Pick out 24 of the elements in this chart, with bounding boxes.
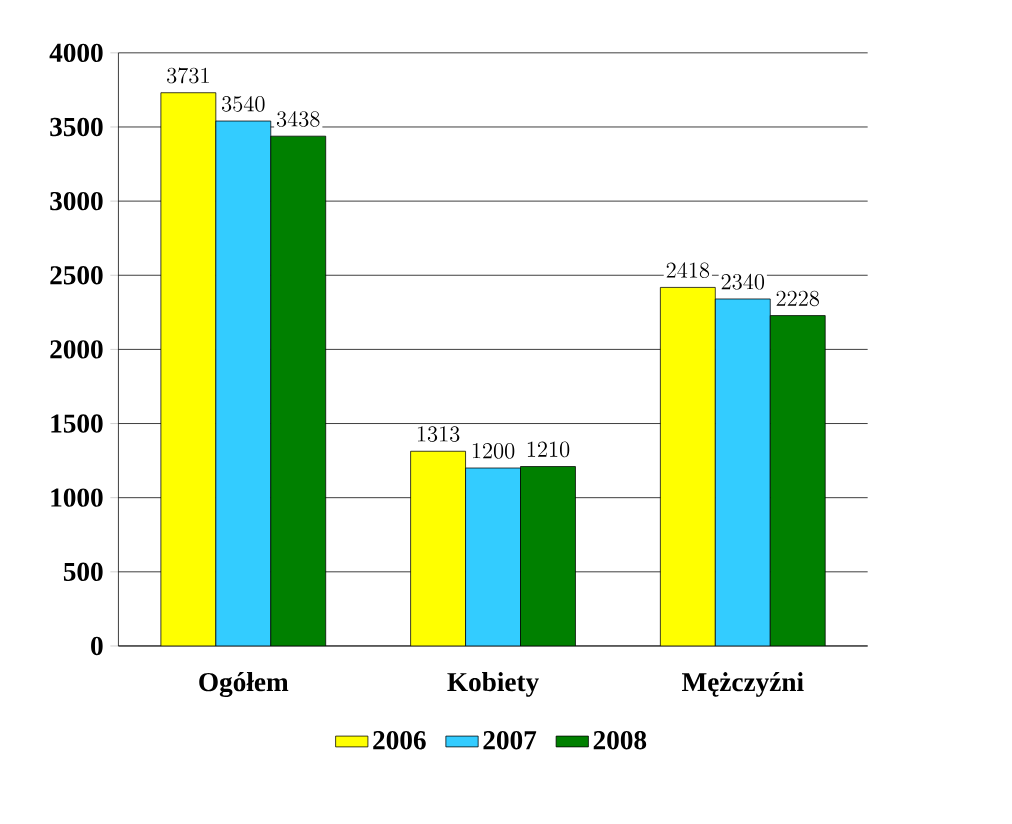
x-tick-label: Kobiety <box>447 672 539 698</box>
data-label: 3438 <box>276 111 320 128</box>
y-tick-label: 2000 <box>50 340 103 359</box>
x-tick-label: Ogółem <box>199 672 289 698</box>
x-tick-label: Mężczyźni <box>682 672 804 698</box>
data-label: 2418 <box>666 262 710 279</box>
y-tick-label: 0 <box>91 636 103 656</box>
data-label: 3731 <box>167 67 209 84</box>
data-label: 2228 <box>776 290 819 307</box>
y-tick-label: 4000 <box>49 43 103 63</box>
data-label: 3540 <box>221 96 265 112</box>
legend-label: 2006 <box>373 731 426 750</box>
y-tick-label: 3000 <box>50 192 103 211</box>
data-label: 1210 <box>527 441 570 458</box>
data-label: 2340 <box>721 274 765 290</box>
y-tick-label: 3500 <box>50 117 103 137</box>
legend-label: 2007 <box>483 731 537 750</box>
legend-label: 2008 <box>593 731 647 750</box>
y-tick-label: 2500 <box>50 266 103 285</box>
data-label: 1313 <box>417 426 460 443</box>
y-tick-label: 500 <box>63 562 103 582</box>
data-label: 1200 <box>472 443 515 459</box>
y-tick-label: 1500 <box>51 414 103 433</box>
y-tick-label: 1000 <box>51 488 103 508</box>
